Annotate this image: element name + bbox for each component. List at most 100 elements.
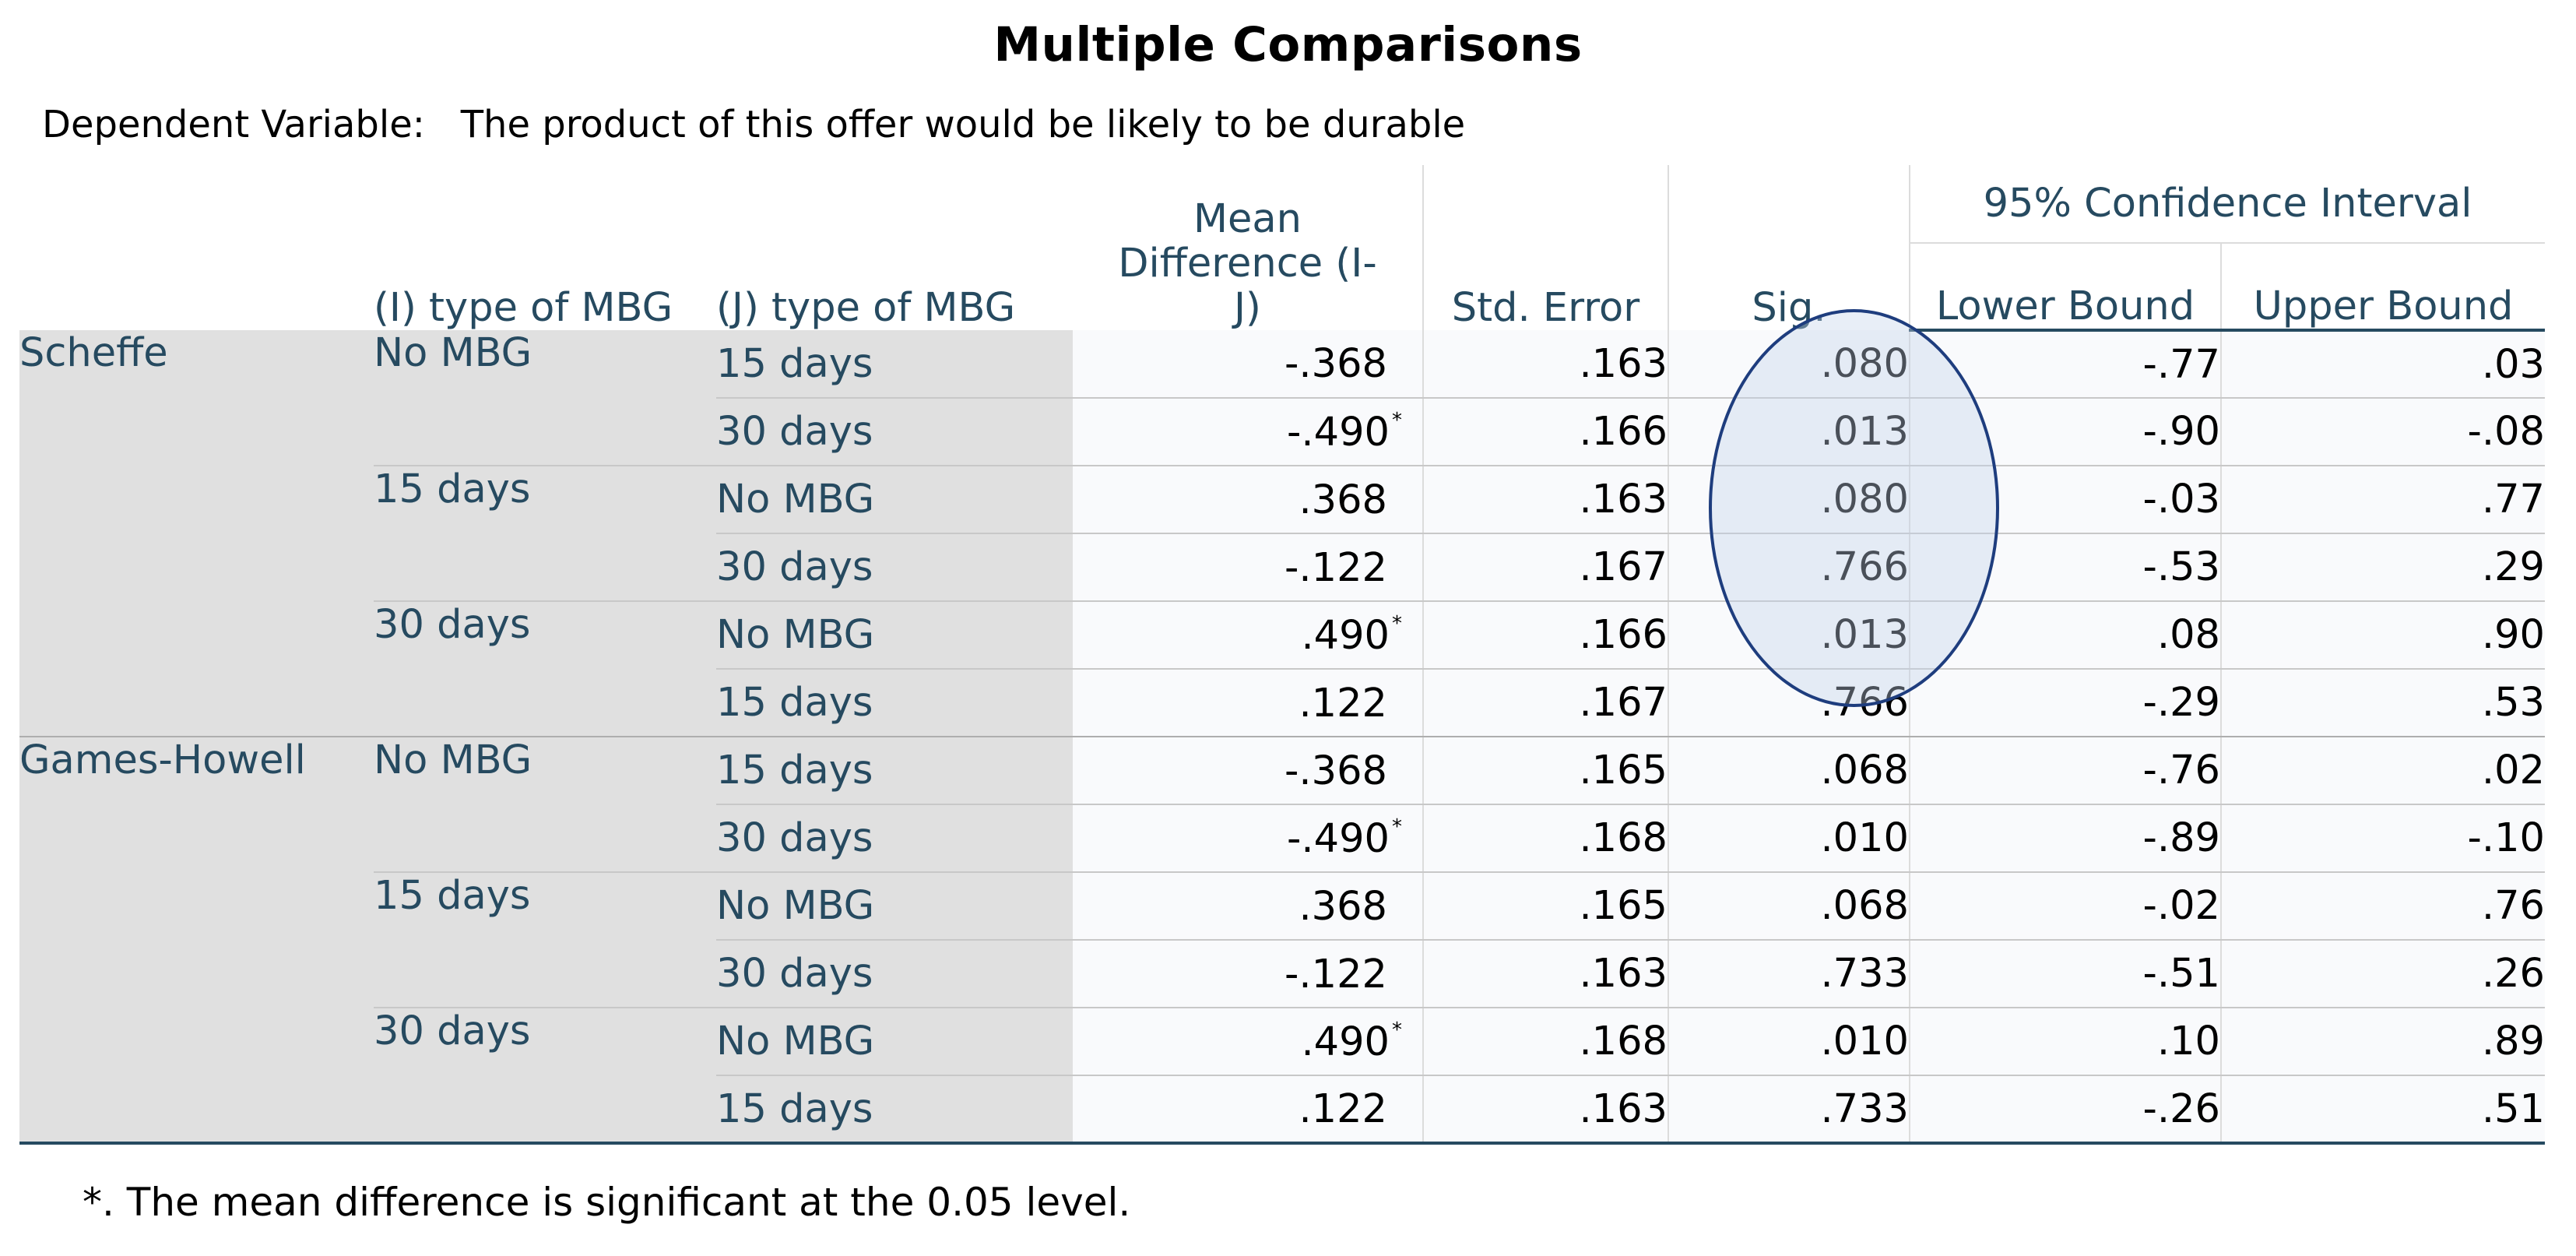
table-row: 15 days No MBG .368 .163.080 -.03.77 [19, 466, 2545, 602]
header-blank [19, 165, 374, 330]
dependent-variable-value: The product of this offer would be likel… [460, 103, 1466, 146]
upper-bound-cell: .89 [2221, 1008, 2545, 1076]
mean-difference-value: -.368 [1284, 341, 1387, 387]
i-type-label: No MBG [374, 330, 716, 466]
mean-difference-value: -.122 [1284, 951, 1387, 997]
mean-difference-value: -.490 [1287, 409, 1390, 456]
header-i-type: (I) type of MBG [374, 284, 673, 330]
mean-difference-cell: -.368 [1073, 330, 1424, 399]
j-type-label: 30 days [716, 940, 1073, 1008]
lower-bound-cell: -.26 [1910, 1075, 2222, 1145]
std-error-cell: .168 [1423, 1008, 1669, 1076]
mean-difference-cell: -.122 [1073, 940, 1424, 1008]
method-label: Games-Howell [19, 737, 374, 1145]
upper-bound-cell: .77 [2221, 466, 2545, 534]
j-type-label: 30 days [716, 398, 1073, 466]
i-type-label: 30 days [374, 1008, 716, 1145]
header-std-error: Std. Error [1423, 165, 1669, 330]
significance-marker: * [1392, 814, 1402, 839]
mean-difference-value: .490 [1301, 612, 1390, 659]
mean-difference-value: .490 [1301, 1019, 1390, 1065]
table-row: 30 days No MBG .490 * .168.010.10.89 [19, 1008, 2545, 1145]
table-row: 30 days -.122 .163.733 -.51.26 [19, 940, 2545, 1008]
mean-difference-cell: .122 [1073, 669, 1424, 737]
header-sig: Sig. [1668, 165, 1910, 330]
mean-difference-cell: -.490 * [1073, 398, 1424, 466]
std-error-cell: .165 [1423, 737, 1669, 805]
method-label: Scheffe [19, 330, 374, 737]
sig-cell: .013 [1668, 398, 1910, 466]
upper-bound-cell: .02 [2221, 737, 2545, 805]
table-row: 30 days No MBG .490 * .166.013.08.90 [19, 601, 2545, 737]
lower-bound-cell: -.76 [1910, 737, 2222, 805]
mean-difference-value: .122 [1299, 680, 1387, 727]
mean-difference-cell: -.490 * [1073, 804, 1424, 873]
i-type-label: No MBG [374, 737, 716, 873]
table-row: 15 days No MBG .368 .165.068 -.02.76 [19, 872, 2545, 1008]
lower-bound-cell: -.77 [1910, 330, 2222, 399]
std-error-cell: .168 [1423, 804, 1669, 873]
multiple-comparisons-table: (I) type of MBG (J) type of MBG Mean Dif… [19, 165, 2545, 1145]
mean-difference-value: -.122 [1284, 544, 1387, 591]
upper-bound-cell: .90 [2221, 601, 2545, 670]
j-type-label: 15 days [716, 737, 1073, 805]
std-error-cell: .163 [1423, 1075, 1669, 1145]
upper-bound-cell: .51 [2221, 1075, 2545, 1145]
mean-difference-value: -.490 [1287, 815, 1390, 862]
table-row: Games-Howell No MBG 15 days -.368.165.068 -.… [19, 737, 2545, 1145]
j-type-label: 15 days [716, 330, 1073, 399]
sig-cell: .733 [1668, 1075, 1910, 1145]
sig-cell: .766 [1668, 533, 1910, 602]
lower-bound-cell: -.51 [1910, 940, 2222, 1008]
j-type-label: 30 days [716, 804, 1073, 873]
lower-bound-cell: -.90 [1910, 398, 2222, 466]
lower-bound-cell: .10 [1910, 1008, 2222, 1076]
std-error-cell: .166 [1423, 601, 1669, 670]
sig-cell: .010 [1668, 804, 1910, 873]
dependent-variable-label: Dependent Variable: [42, 103, 425, 146]
sig-cell: .080 [1668, 466, 1910, 534]
significance-marker: * [1392, 611, 1402, 635]
lower-bound-cell: -.03 [1910, 466, 2222, 534]
j-type-label: 15 days [716, 669, 1073, 737]
table-row: 30 days -.490 * .166.013 -.90 -.08 [19, 398, 2545, 466]
mean-difference-cell: .490 * [1073, 1008, 1424, 1076]
upper-bound-cell: -.08 [2221, 398, 2545, 466]
i-type-label: 30 days [374, 601, 716, 737]
upper-bound-cell: -.10 [2221, 804, 2545, 873]
lower-bound-cell: -.53 [1910, 533, 2222, 602]
mean-difference-cell: -.368 [1073, 737, 1424, 805]
sig-cell: .068 [1668, 872, 1910, 941]
lower-bound-cell: -.89 [1910, 804, 2222, 873]
header-lower-bound: Lower Bound [1910, 242, 2222, 332]
lower-bound-cell: -.29 [1910, 669, 2222, 737]
upper-bound-cell: .26 [2221, 940, 2545, 1008]
table-title: Multiple Comparisons [993, 17, 1583, 72]
sig-cell: .080 [1668, 330, 1910, 399]
lower-bound-cell: .08 [1910, 601, 2222, 670]
mean-difference-cell: .122 [1073, 1075, 1424, 1145]
mean-difference-cell: .490 * [1073, 601, 1424, 670]
mean-difference-value: .122 [1299, 1086, 1387, 1132]
significance-marker: * [1392, 408, 1402, 432]
i-type-label: 15 days [374, 872, 716, 1008]
upper-bound-cell: .53 [2221, 669, 2545, 737]
mean-difference-value: .368 [1299, 883, 1387, 930]
j-type-label: No MBG [716, 601, 1073, 670]
i-type-label: 15 days [374, 466, 716, 602]
upper-bound-cell: .03 [2221, 330, 2545, 399]
upper-bound-cell: .76 [2221, 872, 2545, 941]
upper-bound-cell: .29 [2221, 533, 2545, 602]
footnote: *. The mean difference is significant at… [83, 1180, 1131, 1225]
std-error-cell: .166 [1423, 398, 1669, 466]
j-type-label: No MBG [716, 872, 1073, 941]
std-error-cell: .163 [1423, 940, 1669, 1008]
sig-cell: .733 [1668, 940, 1910, 1008]
sig-cell: .010 [1668, 1008, 1910, 1076]
table-row: 15 days .122 .163.733 -.26.51 [19, 1075, 2545, 1145]
j-type-label: No MBG [716, 466, 1073, 534]
mean-difference-cell: -.122 [1073, 533, 1424, 602]
sig-cell: .766 [1668, 669, 1910, 737]
header-upper-bound: Upper Bound [2221, 242, 2545, 332]
lower-bound-cell: -.02 [1910, 872, 2222, 941]
